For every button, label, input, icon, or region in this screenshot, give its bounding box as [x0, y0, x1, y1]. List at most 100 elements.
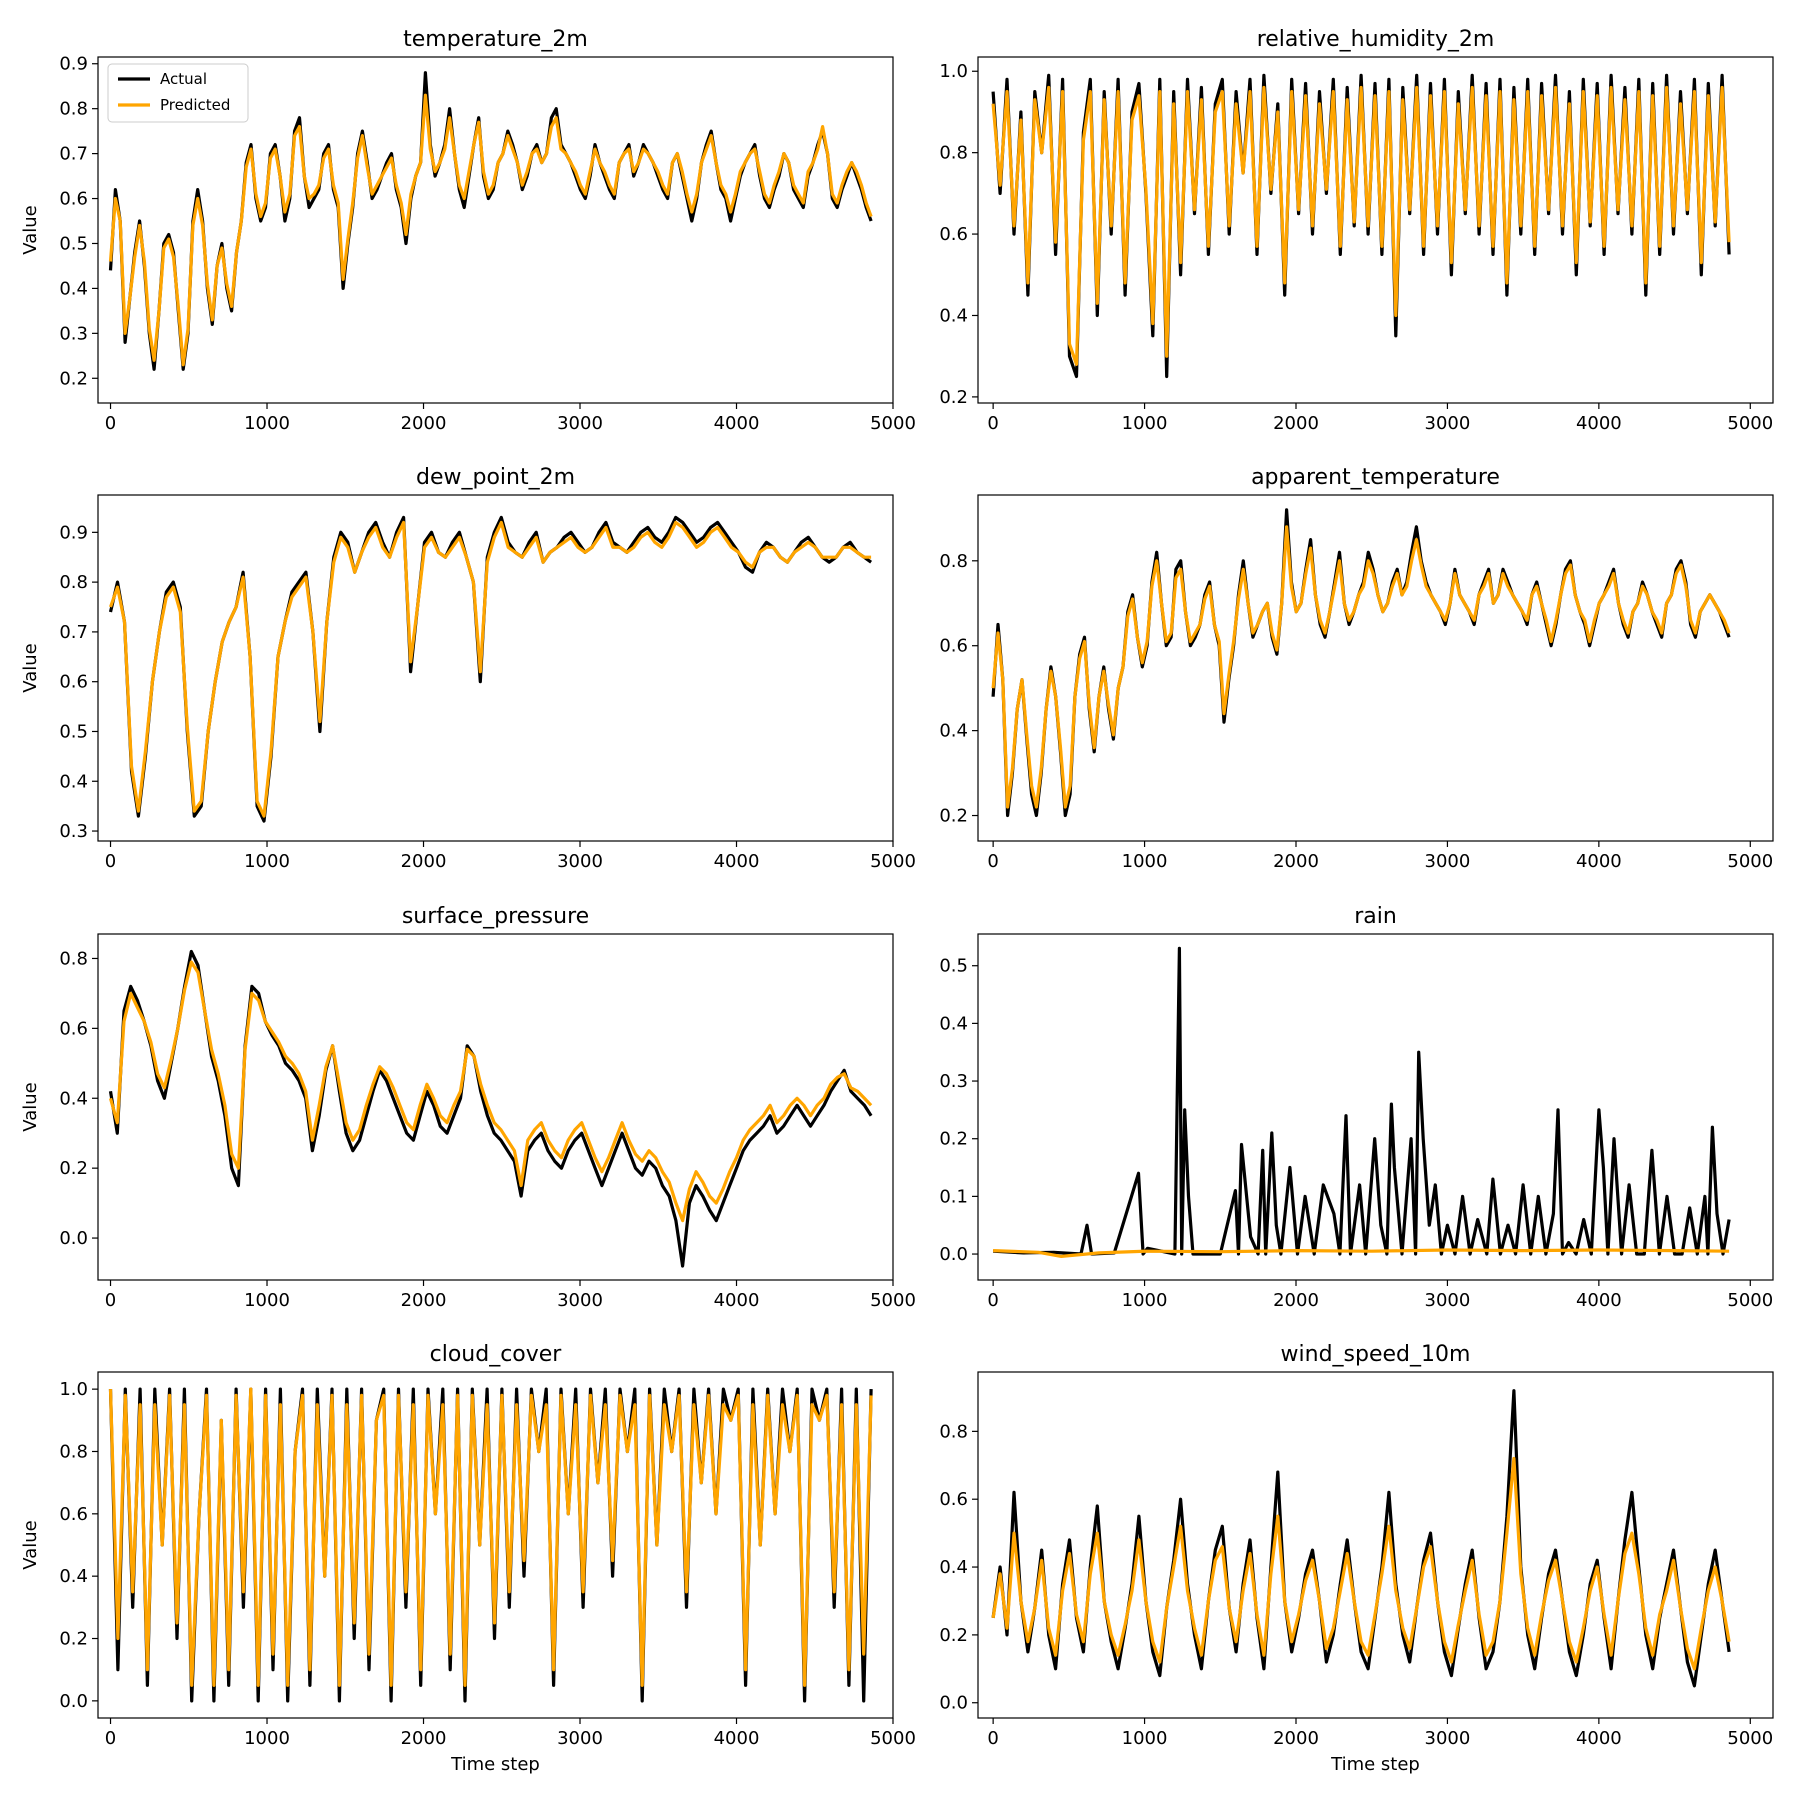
- axes-frame: [977, 933, 1774, 1281]
- y-tick-label: 0.2: [59, 368, 88, 389]
- chart-title: surface_pressure: [402, 904, 589, 929]
- x-tick-label: 5000: [1727, 1290, 1773, 1311]
- y-tick-label: 0.6: [59, 672, 88, 693]
- axes-frame: [977, 56, 1774, 404]
- y-tick-label: 0.0: [59, 1691, 88, 1712]
- y-tick-label: 0.2: [939, 806, 968, 827]
- x-tick-label: 1000: [1122, 413, 1168, 434]
- x-tick-label: 4000: [714, 413, 760, 434]
- x-tick-label: 5000: [870, 1728, 916, 1749]
- subplot-temperature-2m: 0 1000 2000 3000 4000 5000 0.2 0.3 0.4 0.5 0.6 0.7 0…: [20, 27, 916, 434]
- y-tick-label: 0.5: [59, 233, 88, 254]
- x-tick-label: 1000: [1122, 1290, 1168, 1311]
- x-tick-label: 1000: [244, 851, 290, 872]
- axes-frame: [977, 1371, 1774, 1719]
- chart-title: rain: [1354, 904, 1397, 929]
- x-tick-label: 2000: [401, 851, 447, 872]
- chart-title: apparent_temperature: [1251, 465, 1500, 490]
- chart-title: wind_speed_10m: [1281, 1342, 1471, 1367]
- chart-title: dew_point_2m: [416, 465, 575, 490]
- x-tick-label: 4000: [714, 1728, 760, 1749]
- y-axis-label: Value: [20, 1520, 41, 1569]
- x-tick-label: 5000: [1727, 1728, 1773, 1749]
- y-tick-label: 0.3: [939, 1071, 968, 1092]
- subplot-relative-humidity-2m: 0 1000 2000 3000 4000 5000 0.2 0.4 0.6 0.8 1.0 rela…: [939, 27, 1774, 434]
- y-tick-label: 0.6: [59, 1504, 88, 1525]
- series-line-predicted: [993, 1248, 1730, 1259]
- axes-frame: [977, 494, 1774, 842]
- y-tick-label: 0.8: [939, 143, 968, 164]
- series-line-actual: [993, 946, 1731, 1256]
- x-tick-label: 3000: [1425, 851, 1471, 872]
- y-tick-label: 0.3: [59, 821, 88, 842]
- y-axis-label: Value: [20, 643, 41, 692]
- x-tick-label: 1000: [244, 413, 290, 434]
- y-tick-label: 1.0: [939, 61, 968, 82]
- x-tick-label: 5000: [870, 413, 916, 434]
- plot-area: [108, 1387, 873, 1703]
- series-line-predicted: [108, 1387, 873, 1687]
- y-tick-label: 0.5: [59, 721, 88, 742]
- y-tick-label: 0.9: [59, 54, 88, 75]
- y-tick-label: 0.4: [939, 305, 968, 326]
- series-line-actual: [991, 508, 1731, 818]
- chart-title: temperature_2m: [403, 27, 588, 52]
- x-tick-label: 2000: [1273, 1290, 1319, 1311]
- y-tick-label: 0.8: [59, 572, 88, 593]
- y-tick-label: 0.4: [939, 1013, 968, 1034]
- x-tick-label: 2000: [1273, 413, 1319, 434]
- series-line-predicted: [991, 85, 1731, 366]
- x-tick-label: 3000: [557, 1728, 603, 1749]
- plot-area: [108, 71, 873, 371]
- subplot-apparent-temperature: 0 1000 2000 3000 4000 5000 0.2 0.4 0.6 0.8 apparen…: [939, 465, 1774, 872]
- x-tick-label: 5000: [870, 1290, 916, 1311]
- y-tick-label: 0.2: [59, 1158, 88, 1179]
- subplot-cloud-cover: 0 1000 2000 3000 4000 5000 0.0 0.2 0.4 0.6 0.8 1.0 c…: [20, 1342, 916, 1775]
- x-tick-label: 0: [987, 851, 998, 872]
- x-tick-label: 0: [987, 413, 998, 434]
- x-tick-label: 4000: [1576, 851, 1622, 872]
- x-tick-label: 5000: [870, 851, 916, 872]
- legend-label-predicted: Predicted: [160, 96, 230, 114]
- x-tick-label: 5000: [1727, 413, 1773, 434]
- chart-title: relative_humidity_2m: [1257, 27, 1495, 52]
- y-tick-label: 0.2: [939, 1129, 968, 1150]
- x-tick-label: 0: [105, 1728, 116, 1749]
- y-axis-label: Value: [20, 205, 41, 254]
- subplot-dew-point-2m: 0 1000 2000 3000 4000 5000 0.3 0.4 0.5 0.6 0.7 0.8 0…: [20, 465, 916, 872]
- x-tick-label: 0: [105, 413, 116, 434]
- x-tick-label: 3000: [557, 1290, 603, 1311]
- y-tick-label: 0.8: [939, 551, 968, 572]
- y-tick-label: 0.6: [59, 189, 88, 210]
- x-tick-label: 1000: [1122, 851, 1168, 872]
- y-tick-label: 0.8: [59, 99, 88, 120]
- plot-area: [993, 946, 1731, 1259]
- series-line-predicted: [108, 93, 873, 367]
- legend: Actual Predicted: [107, 63, 249, 123]
- x-tick-label: 0: [105, 851, 116, 872]
- y-tick-label: 0.0: [939, 1693, 968, 1714]
- y-tick-label: 0.8: [939, 1421, 968, 1442]
- x-axis-label: Time step: [450, 1754, 540, 1775]
- plot-area: [991, 1389, 1731, 1688]
- x-tick-label: 4000: [1576, 413, 1622, 434]
- series-line-predicted: [991, 1456, 1731, 1671]
- axes-frame: [97, 494, 894, 842]
- y-tick-label: 0.8: [59, 948, 88, 969]
- y-tick-label: 0.4: [59, 1088, 88, 1109]
- y-tick-label: 0.3: [59, 323, 88, 344]
- y-axis-label: Value: [20, 1082, 41, 1131]
- axes-frame: [97, 1371, 894, 1719]
- y-tick-label: 0.1: [939, 1186, 968, 1207]
- x-tick-label: 3000: [1425, 1728, 1471, 1749]
- x-tick-label: 3000: [1425, 413, 1471, 434]
- axes-frame: [97, 56, 894, 404]
- series-line-predicted: [991, 525, 1731, 809]
- x-tick-label: 2000: [1273, 1728, 1319, 1749]
- subplot-rain: 0 1000 2000 3000 4000 5000 0.0 0.1 0.2 0.3 0.4 0.5 r…: [939, 904, 1774, 1311]
- x-tick-label: 4000: [714, 1290, 760, 1311]
- subplot-surface-pressure: 0 1000 2000 3000 4000 5000 0.0 0.2 0.4 0.6 0.8 surf…: [20, 904, 916, 1311]
- plot-area: [108, 515, 873, 823]
- y-tick-label: 0.6: [939, 636, 968, 657]
- x-axis-label: Time step: [1330, 1754, 1420, 1775]
